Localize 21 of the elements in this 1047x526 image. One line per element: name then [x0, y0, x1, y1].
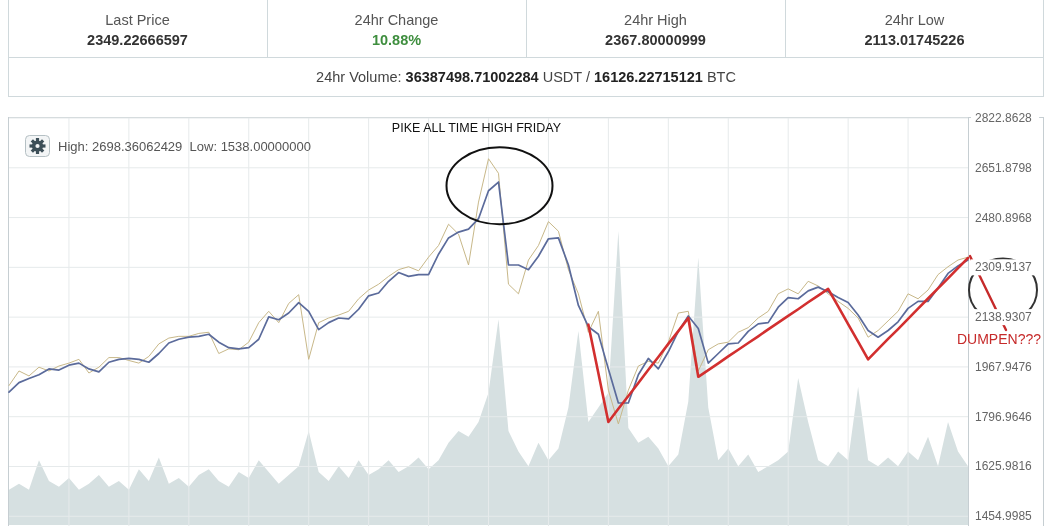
- text: 2113.01745226: [864, 31, 965, 48]
- category-label: 24hr Change: [354, 12, 439, 28]
- text: 24hr Volume: 36387498.71002284 USDT / 16126.22715121 BTC: [316, 69, 736, 85]
- category-label: Last Price: [105, 12, 170, 28]
- y-tick-label: 2309.9137: [975, 260, 1033, 275]
- y-tick-label: 2480.8968: [975, 210, 1033, 225]
- y-tick-label: 2138.9307: [975, 310, 1033, 325]
- text: 2349.22666597: [87, 31, 188, 48]
- y-tick-label: 1625.9816: [975, 459, 1033, 474]
- y-tick-label: 1796.9646: [975, 409, 1033, 424]
- y-tick-label: 2822.8628: [975, 111, 1033, 125]
- category-label: 24hr Low: [884, 12, 945, 28]
- y-tick-label: 1454.9985: [975, 509, 1033, 524]
- text: 10.88%: [371, 31, 422, 48]
- text: 2367.80000999: [605, 31, 706, 48]
- category-label: 24hr High: [624, 12, 687, 28]
- y-tick-label: 2651.8798: [975, 160, 1033, 175]
- annotation: High: 2698.36062429 Low: 1538.00000000: [58, 139, 311, 154]
- annotation: PIKE ALL TIME HIGH FRIDAY: [391, 121, 562, 135]
- y-tick-label: 1967.9476: [975, 359, 1033, 374]
- annotation: DUMPEN???: [956, 331, 1042, 348]
